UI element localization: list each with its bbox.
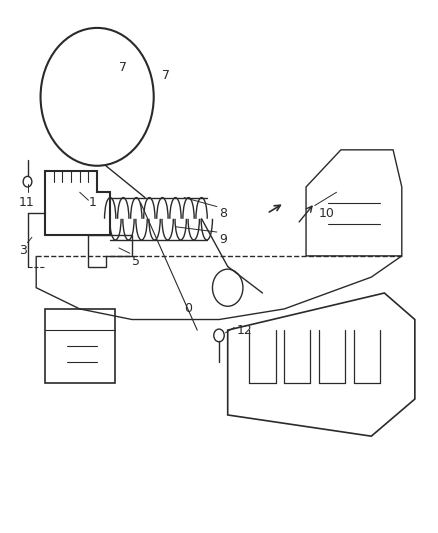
Polygon shape: [106, 84, 123, 110]
Text: 0: 0: [184, 302, 192, 316]
Circle shape: [23, 176, 32, 187]
Text: 10: 10: [319, 207, 335, 220]
Polygon shape: [69, 86, 106, 108]
Circle shape: [214, 329, 224, 342]
Text: 3: 3: [19, 244, 27, 257]
Circle shape: [41, 28, 154, 166]
Text: 7: 7: [162, 69, 170, 82]
Text: 7: 7: [119, 61, 127, 74]
Text: 12: 12: [237, 324, 252, 337]
Circle shape: [212, 269, 243, 306]
Text: 5: 5: [132, 255, 140, 268]
Text: 11: 11: [19, 196, 35, 209]
Text: 8: 8: [219, 207, 227, 220]
Text: 1: 1: [88, 196, 96, 209]
Text: 9: 9: [219, 233, 227, 246]
